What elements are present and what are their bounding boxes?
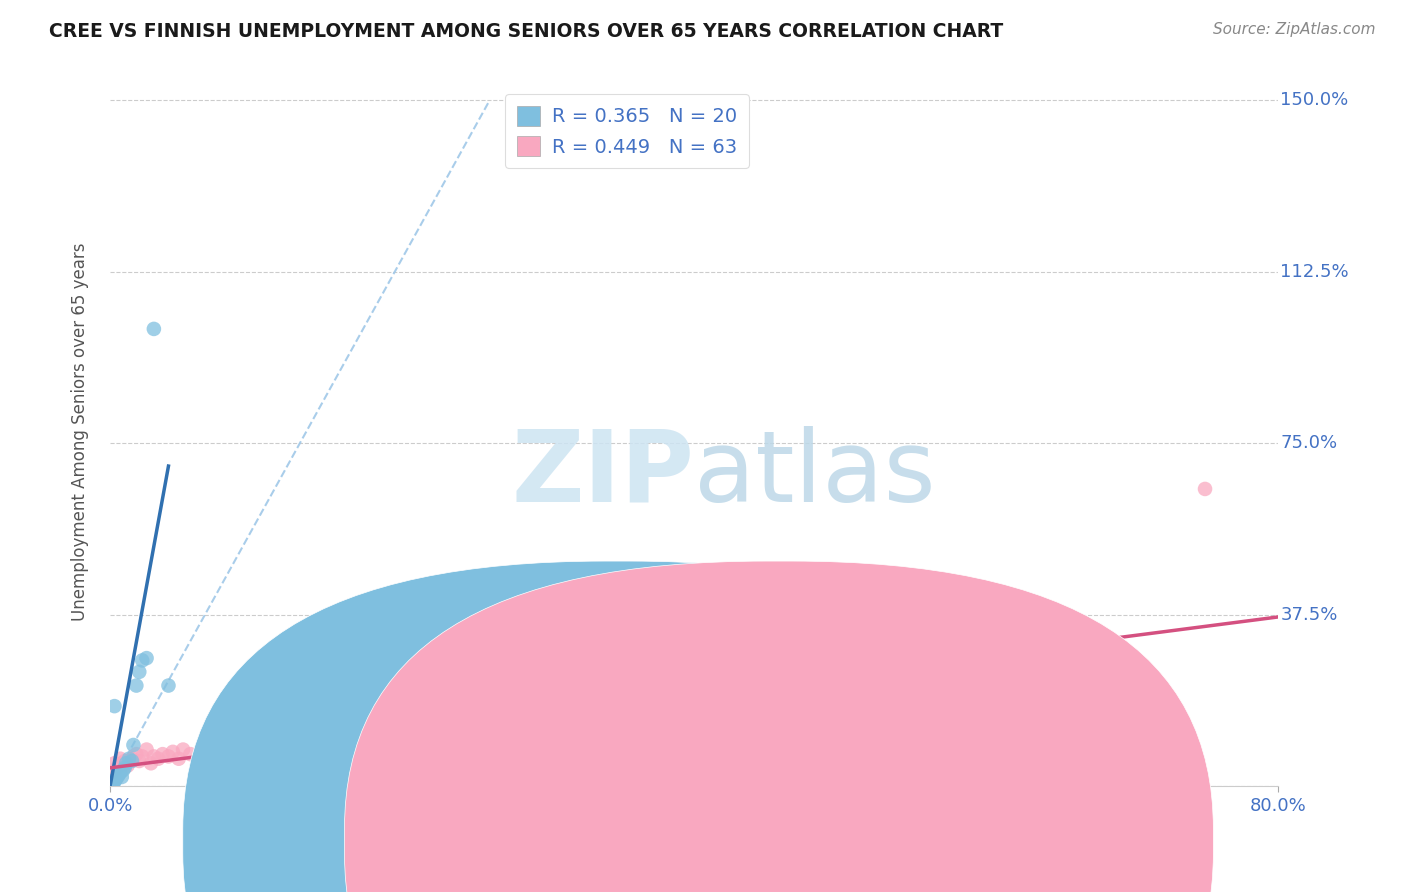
Point [1004,697,1026,711]
Point [110,765,132,780]
Point [683,722,706,736]
Point [157,749,180,764]
Text: CREE VS FINNISH UNEMPLOYMENT AMONG SENIORS OVER 65 YEARS CORRELATION CHART: CREE VS FINNISH UNEMPLOYMENT AMONG SENIO… [49,22,1004,41]
Point [101,777,124,791]
Point [111,770,134,784]
Point [434,738,457,752]
Point [201,754,224,768]
Point [567,731,589,746]
Point [711,731,734,746]
Point [1194,482,1216,496]
Point [135,651,157,665]
Point [121,754,143,768]
Point [800,720,823,734]
Point [128,754,150,768]
Point [1091,699,1114,714]
Point [208,749,231,764]
Point [361,752,384,766]
Point [245,749,267,764]
Point [624,569,647,583]
Point [105,761,128,775]
Text: 150.0%: 150.0% [1281,91,1348,110]
Point [125,747,148,761]
Point [172,742,194,756]
Point [1121,681,1143,695]
Point [1150,699,1173,714]
Text: 37.5%: 37.5% [1281,606,1337,624]
Point [115,756,138,771]
Point [112,763,135,777]
Point [167,752,190,766]
Text: atlas: atlas [695,425,935,523]
Point [260,740,283,755]
Point [114,754,136,768]
Text: Cree: Cree [640,828,678,846]
Point [974,713,997,727]
Legend: R = 0.365   N = 20, R = 0.449   N = 63: R = 0.365 N = 20, R = 0.449 N = 63 [505,95,748,169]
Point [108,768,131,782]
Point [117,758,139,772]
Point [142,322,165,336]
Point [148,752,170,766]
Point [162,745,184,759]
Point [179,747,201,761]
Point [756,724,779,739]
Point [131,749,153,764]
Point [111,756,134,771]
Text: 112.5%: 112.5% [1281,263,1348,281]
Point [522,731,544,746]
Point [231,754,253,768]
Point [187,754,209,768]
Text: Source: ZipAtlas.com: Source: ZipAtlas.com [1212,22,1375,37]
Point [946,715,969,730]
Point [274,747,297,761]
Point [304,749,326,764]
Point [131,653,153,667]
Point [654,624,676,638]
Point [347,749,370,764]
Point [858,708,880,723]
Point [332,745,354,759]
Point [122,738,145,752]
Point [318,752,340,766]
Point [128,665,150,679]
Point [901,710,924,724]
Point [103,699,125,714]
Point [494,740,516,755]
Point [103,756,125,771]
Point [114,761,136,775]
Point [103,774,125,789]
Y-axis label: Unemployment Among Seniors over 65 years: Unemployment Among Seniors over 65 years [72,243,89,621]
Point [215,752,238,766]
Point [828,715,851,730]
Point [101,765,124,780]
Point [125,679,148,693]
Point [595,736,617,750]
Point [121,752,143,766]
Point [157,679,180,693]
Point [118,752,141,766]
Point [152,747,174,761]
Point [1047,688,1070,702]
Point [142,749,165,764]
Point [464,733,486,747]
Point [139,756,162,771]
Text: Finns: Finns [801,828,844,846]
Point [420,745,443,759]
Point [135,742,157,756]
Point [537,726,560,740]
Point [110,752,132,766]
Point [288,745,311,759]
Point [104,772,127,787]
Text: ZIP: ZIP [512,425,695,523]
Point [105,770,128,784]
Point [377,745,399,759]
Text: 75.0%: 75.0% [1281,434,1337,452]
Point [391,740,413,755]
Point [194,752,217,766]
